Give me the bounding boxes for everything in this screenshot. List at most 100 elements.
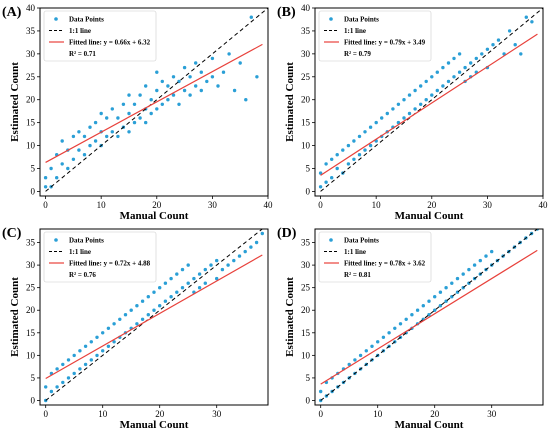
data-point xyxy=(227,52,231,56)
fitted-line xyxy=(45,43,263,163)
data-point xyxy=(146,313,150,317)
y-tick-label: 25 xyxy=(26,72,36,82)
data-point xyxy=(368,125,373,129)
data-point xyxy=(171,93,176,97)
data-point xyxy=(140,299,145,303)
data-point xyxy=(216,84,220,88)
y-tick-label: 0 xyxy=(306,186,311,196)
x-tick-label: 20 xyxy=(427,200,437,210)
y-tick-label: 40 xyxy=(301,3,311,13)
x-tick-label: 20 xyxy=(430,409,440,419)
data-point xyxy=(160,102,164,107)
data-point xyxy=(446,61,451,65)
data-point xyxy=(135,322,139,326)
data-point xyxy=(210,75,215,79)
data-point xyxy=(427,299,431,303)
data-point xyxy=(530,20,534,24)
data-point xyxy=(182,88,187,93)
legend-entry: Data Points xyxy=(344,237,379,245)
data-point xyxy=(455,276,460,281)
data-point xyxy=(152,290,156,294)
data-point xyxy=(66,376,71,380)
x-axis-title: Manual Count xyxy=(120,419,189,428)
data-point xyxy=(49,166,53,171)
data-point xyxy=(438,304,443,308)
data-point xyxy=(346,162,351,166)
panel-label: (D) xyxy=(277,226,297,241)
legend-entry: 1:1 line xyxy=(69,248,91,256)
identity-line xyxy=(45,8,268,192)
y-tick-label: 35 xyxy=(26,238,36,248)
y-tick-label: 30 xyxy=(26,49,36,59)
data-point xyxy=(83,362,88,367)
data-point xyxy=(419,102,423,107)
data-point xyxy=(175,290,179,294)
data-point xyxy=(132,102,137,107)
data-point xyxy=(166,84,170,88)
data-point xyxy=(44,385,48,389)
data-point xyxy=(220,267,225,272)
data-point xyxy=(106,326,111,330)
panel-label: (A) xyxy=(2,5,22,20)
y-axis-title: Estimated Count xyxy=(9,62,21,142)
data-point xyxy=(260,231,264,236)
x-tick-label: 40 xyxy=(264,200,274,210)
fitted-line xyxy=(320,249,538,385)
data-point xyxy=(180,286,185,290)
data-point xyxy=(513,43,517,47)
data-point xyxy=(215,258,219,263)
data-point xyxy=(163,299,168,303)
data-point xyxy=(194,84,198,88)
y-tick-label: 10 xyxy=(26,350,36,360)
data-point xyxy=(398,322,403,326)
data-point xyxy=(421,304,425,308)
data-point xyxy=(480,52,484,56)
data-point xyxy=(83,344,88,348)
data-point xyxy=(110,107,115,111)
data-point xyxy=(410,313,414,317)
data-point xyxy=(169,276,173,281)
legend-box xyxy=(43,10,157,62)
data-point xyxy=(376,340,380,344)
data-point xyxy=(118,317,122,321)
data-point xyxy=(433,295,437,299)
data-point xyxy=(155,107,159,111)
legend-entry: 1:1 line xyxy=(69,27,91,35)
y-tick-label: 15 xyxy=(301,118,311,128)
x-tick-label: 20 xyxy=(155,409,165,419)
x-tick-label: 0 xyxy=(43,409,48,419)
legend-entry: Data Points xyxy=(69,237,104,245)
data-point xyxy=(129,308,133,312)
data-point xyxy=(255,75,259,79)
data-point xyxy=(402,116,406,120)
y-tick-label: 5 xyxy=(306,373,311,383)
legend-box xyxy=(318,10,432,62)
data-point xyxy=(415,308,420,312)
data-point xyxy=(232,258,236,263)
data-point xyxy=(163,281,168,285)
data-point xyxy=(89,358,94,362)
panel-label: (B) xyxy=(277,5,296,20)
legend-box xyxy=(318,231,432,283)
data-point xyxy=(93,139,98,143)
data-point xyxy=(199,70,203,74)
data-point xyxy=(43,185,48,189)
x-tick-label: 10 xyxy=(372,200,382,210)
legend-marker-points xyxy=(329,238,333,242)
x-tick-label: 40 xyxy=(539,200,549,210)
data-point xyxy=(357,134,362,139)
data-points xyxy=(318,15,534,189)
data-point xyxy=(199,88,203,93)
data-point xyxy=(238,61,242,65)
plot-frame xyxy=(314,228,544,406)
y-tick-label: 20 xyxy=(301,95,311,105)
data-point xyxy=(385,111,389,116)
data-point xyxy=(463,65,467,70)
x-tick-label: 20 xyxy=(152,200,162,210)
data-point xyxy=(364,349,368,353)
data-point xyxy=(127,111,131,116)
x-axis-title: Manual Count xyxy=(395,419,464,428)
y-tick-label: 40 xyxy=(26,3,36,13)
data-point xyxy=(387,331,391,335)
